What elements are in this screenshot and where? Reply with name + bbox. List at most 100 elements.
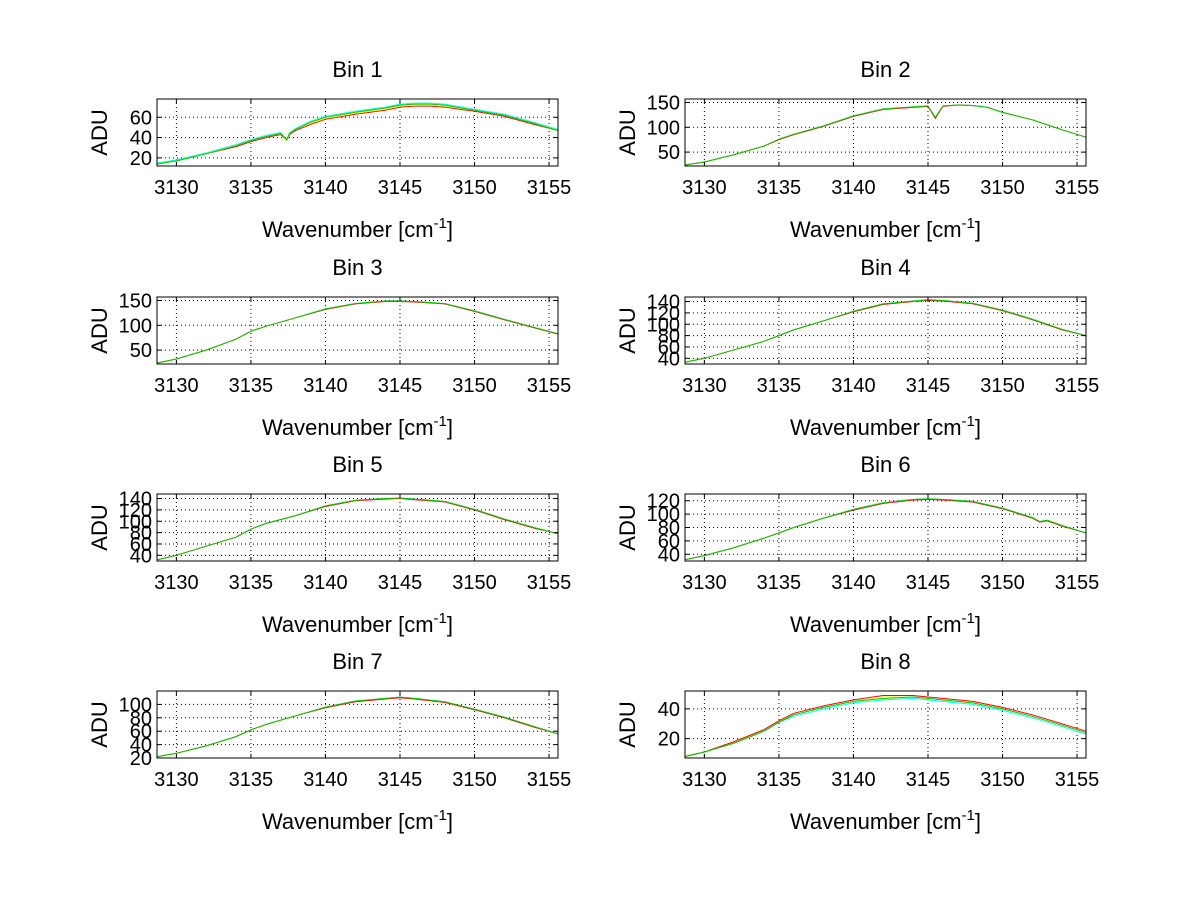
x-tick-label: 3155	[1055, 572, 1100, 594]
x-axis-label: Wavenumber [cm-1]	[262, 215, 453, 242]
series-line-2	[156, 696, 559, 758]
x-axis-label-end: ]	[975, 809, 981, 834]
subplot-title: Bin 3	[332, 255, 382, 280]
x-tick-label: 3150	[980, 769, 1025, 791]
x-tick-label: 3145	[378, 375, 423, 397]
x-axis-label-exponent: -1	[962, 413, 975, 430]
y-tick-label: 140	[647, 292, 680, 314]
y-tick-label: 120	[647, 303, 680, 325]
series-line-1	[684, 697, 1087, 757]
series-line-1	[156, 105, 559, 165]
y-tick-label: 120	[119, 500, 152, 522]
series-line-1	[156, 697, 559, 758]
x-tick-label: 3155	[527, 572, 572, 594]
y-tick-label: 80	[130, 708, 152, 730]
y-tick-label: 40	[130, 735, 152, 757]
x-axis-label-exponent: -1	[962, 215, 975, 232]
y-tick-label: 150	[647, 92, 680, 114]
x-axis-label-main: Wavenumber [cm	[790, 612, 962, 637]
x-tick-label: 3155	[527, 177, 572, 199]
y-tick-label: 40	[130, 128, 152, 150]
x-tick-label: 3130	[682, 769, 727, 791]
x-axis-label-end: ]	[975, 612, 981, 637]
x-axis-label: Wavenumber [cm-1]	[790, 215, 981, 242]
axes-box	[156, 690, 559, 759]
axes-box	[156, 98, 559, 167]
x-tick-label: 3135	[757, 177, 802, 199]
x-axis-label: Wavenumber [cm-1]	[262, 807, 453, 834]
x-tick-label: 3145	[906, 572, 951, 594]
x-axis-label: Wavenumber [cm-1]	[790, 610, 981, 637]
x-axis-label-main: Wavenumber [cm	[262, 612, 434, 637]
y-tick-label: 100	[119, 315, 152, 337]
series-line-2	[156, 102, 559, 164]
x-tick-label: 3135	[757, 769, 802, 791]
x-tick-label: 3130	[154, 375, 199, 397]
y-axis-label: ADU	[87, 109, 112, 155]
y-axis-label: ADU	[87, 307, 112, 353]
x-axis-label: Wavenumber [cm-1]	[790, 807, 981, 834]
x-tick-label: 3155	[1055, 177, 1100, 199]
x-axis-label-exponent: -1	[434, 413, 447, 430]
x-tick-label: 3135	[229, 375, 274, 397]
x-tick-label: 3140	[831, 375, 876, 397]
x-tick-label: 3135	[229, 572, 274, 594]
x-tick-label: 3145	[378, 572, 423, 594]
subplot-3: 3130 3135 3140 3145 3150 3155 50 100 150 Bin 3 Wav…	[87, 255, 571, 440]
x-axis-label: Wavenumber [cm-1]	[262, 413, 453, 440]
x-tick-label: 3155	[527, 769, 572, 791]
x-tick-label: 3150	[980, 177, 1025, 199]
x-tick-label: 3145	[906, 769, 951, 791]
x-tick-label: 3145	[906, 375, 951, 397]
x-tick-label: 3130	[682, 177, 727, 199]
series-line-2	[684, 104, 1087, 166]
y-tick-label: 120	[647, 491, 680, 513]
x-axis-label-main: Wavenumber [cm	[262, 809, 434, 834]
x-tick-label: 3155	[1055, 375, 1100, 397]
x-tick-label: 3135	[757, 572, 802, 594]
y-tick-label: 20	[130, 748, 152, 770]
y-axis-label: ADU	[615, 109, 640, 155]
x-axis-label-exponent: -1	[434, 215, 447, 232]
x-tick-label: 3150	[980, 572, 1025, 594]
x-tick-label: 3130	[154, 572, 199, 594]
y-tick-label: 80	[658, 326, 680, 348]
y-tick-label: 60	[130, 534, 152, 556]
x-axis-label-main: Wavenumber [cm	[790, 415, 962, 440]
x-tick-label: 3145	[378, 177, 423, 199]
x-tick-label: 3135	[229, 769, 274, 791]
series-line-2	[156, 300, 559, 364]
subplot-title: Bin 8	[860, 649, 910, 674]
x-axis-label-end: ]	[447, 217, 453, 242]
y-tick-label: 60	[658, 337, 680, 359]
x-tick-label: 3140	[303, 375, 348, 397]
series-line-1	[156, 301, 559, 364]
x-tick-label: 3140	[831, 177, 876, 199]
y-tick-label: 50	[130, 340, 152, 362]
axes-box	[156, 493, 559, 562]
x-tick-label: 3145	[378, 769, 423, 791]
x-tick-label: 3130	[682, 375, 727, 397]
y-tick-label: 100	[647, 504, 680, 526]
x-axis-label-end: ]	[447, 809, 453, 834]
axes-box	[684, 98, 1087, 167]
series-line-1	[156, 497, 559, 561]
y-tick-label: 20	[130, 148, 152, 170]
subplot-title: Bin 6	[860, 452, 910, 477]
y-tick-label: 100	[119, 694, 152, 716]
y-tick-label: 40	[130, 545, 152, 567]
x-tick-label: 3150	[452, 769, 497, 791]
series-line-2	[684, 696, 1087, 757]
x-tick-label: 3150	[980, 375, 1025, 397]
y-tick-label: 20	[658, 729, 680, 751]
subplot-title: Bin 4	[860, 255, 910, 280]
subplot-title: Bin 2	[860, 57, 910, 82]
x-tick-label: 3135	[229, 177, 274, 199]
series-line-2	[684, 299, 1087, 363]
